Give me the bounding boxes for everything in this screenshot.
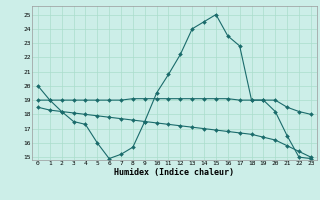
X-axis label: Humidex (Indice chaleur): Humidex (Indice chaleur): [115, 168, 234, 177]
